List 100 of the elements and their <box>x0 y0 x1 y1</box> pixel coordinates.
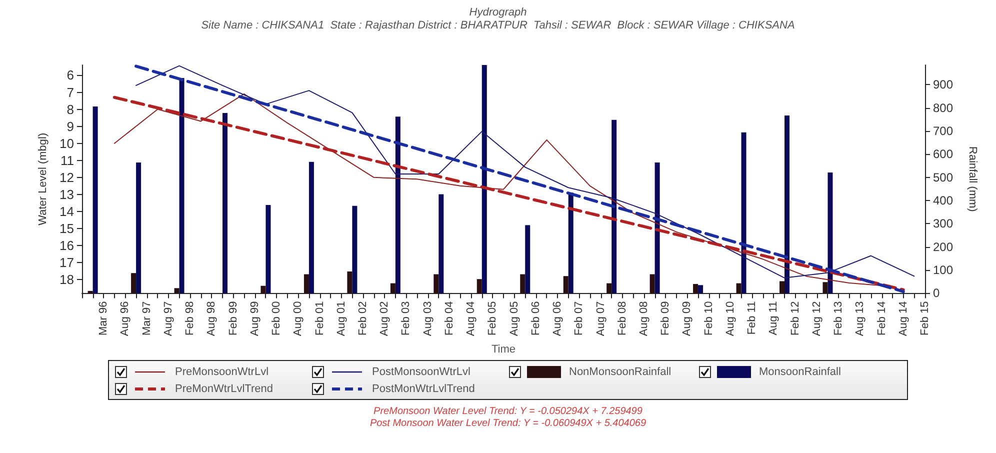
bar <box>698 285 704 294</box>
chart-title: Hydrograph <box>469 6 527 18</box>
x-tick-label: Feb 13 <box>832 301 845 336</box>
x-tick-label: Mar 96 <box>98 301 110 336</box>
bar <box>693 284 698 294</box>
x-tick-label: Aug 08 <box>638 301 650 336</box>
y-tick-label: 17 <box>60 255 74 270</box>
y-tick-label: 10 <box>60 136 74 151</box>
y2-axis-title: Rainfall (mm) <box>966 146 978 212</box>
bar <box>390 283 396 294</box>
bar <box>520 274 526 294</box>
x-tick-label: Aug 04 <box>465 301 478 336</box>
y2-tick-label: 400 <box>933 194 954 208</box>
y-tick-label: 11 <box>60 152 74 168</box>
x-tick-label: Feb 05 <box>486 301 499 336</box>
x-tick-label: Feb 10 <box>702 301 715 336</box>
y2-tick-label: 700 <box>933 124 954 138</box>
y-axis-title: Water Level (mbgl) <box>37 132 50 226</box>
x-tick-label: Aug 07 <box>594 301 607 336</box>
x-tick-label: Feb 09 <box>660 301 672 336</box>
legend-label: PostMonWtrLvlTrend <box>372 382 475 394</box>
bar <box>741 132 746 294</box>
y2-tick-label: 300 <box>933 216 954 231</box>
x-tick-label: Feb 15 <box>919 301 931 336</box>
bar <box>736 283 742 294</box>
legend-label: MonsoonRainfall <box>759 366 841 378</box>
y-tick-label: 6 <box>66 68 74 83</box>
y-tick-label: 15 <box>60 221 74 236</box>
y-tick-label: 8 <box>66 102 74 117</box>
x-tick-label: Feb 11 <box>746 301 758 335</box>
y-tick-label: 7 <box>66 84 74 100</box>
x-tick-label: Aug 02 <box>378 301 391 336</box>
x-tick-label: Aug 03 <box>422 301 434 336</box>
bar <box>482 65 487 294</box>
y-tick-label: 14 <box>60 204 74 219</box>
bar <box>92 106 98 294</box>
bar <box>434 274 439 294</box>
x-tick-label: Aug 99 <box>248 301 261 336</box>
y2-tick-label: 0 <box>933 286 940 300</box>
x-tick-label: Aug 01 <box>335 301 348 336</box>
bar <box>179 78 184 294</box>
legend-label: PreMonsoonWtrLvl <box>175 366 269 378</box>
x-tick-label: Aug 05 <box>508 301 520 336</box>
bar <box>136 162 142 294</box>
x-tick-label: Feb 07 <box>573 301 586 336</box>
y-tick-label: 9 <box>66 118 74 134</box>
legend-label: NonMonsoonRainfall <box>569 366 672 378</box>
y2-tick-label: 100 <box>933 263 954 278</box>
x-tick-label: Aug 14 <box>897 301 910 336</box>
x-tick-label: Feb 06 <box>530 301 542 336</box>
y2-tick-label: 600 <box>933 147 954 162</box>
x-tick-label: Aug 00 <box>292 301 304 336</box>
bar <box>606 283 612 294</box>
x-tick-label: Feb 98 <box>184 301 196 336</box>
bar <box>266 204 271 294</box>
text: Post Monsoon Water Level Trend: Y = -0.060949X + 5.404069 <box>368 418 648 430</box>
bar <box>568 192 574 294</box>
x-tick-label: Aug 96 <box>119 301 132 336</box>
bar <box>612 120 617 294</box>
x-tick-label: Aug 12 <box>810 301 823 336</box>
x-tick-label: Aug 13 <box>854 301 866 336</box>
x-tick-label: Feb 02 <box>357 301 369 336</box>
bar <box>563 276 568 294</box>
x-tick-label: Feb 04 <box>443 301 456 336</box>
x-tick-label: Feb 08 <box>616 301 628 336</box>
bar <box>352 206 358 294</box>
x-tick-label: Feb 03 <box>400 301 412 336</box>
bar <box>780 281 784 294</box>
bar <box>822 282 828 294</box>
chart-subtitle: Site Name : CHIKSANA1 State : Rajasthan District : BHARATPUR Tahsil : SEWAR Block : SEWAR Village : CHIKSANA <box>201 20 795 32</box>
x-tick-label: Aug 98 <box>206 301 218 336</box>
x-tick-label: Feb 01 <box>314 301 326 336</box>
x-tick-label: Aug 11 <box>768 301 780 336</box>
bar <box>476 279 482 294</box>
bar <box>174 288 180 294</box>
x-tick-label: Aug 06 <box>552 301 564 336</box>
bar <box>654 162 660 294</box>
legend-label: PreMonWtrLvlTrend <box>175 382 274 394</box>
y-tick-label: 16 <box>60 238 74 254</box>
x-tick-label: Mar 97 <box>140 301 153 336</box>
bar <box>650 274 655 294</box>
bar <box>395 116 400 294</box>
x-tick-label: Aug 09 <box>681 301 694 336</box>
x-tick-label: Aug 97 <box>162 301 174 336</box>
legend-label: PostMonsoonWtrLvl <box>372 366 470 378</box>
x-tick-label: Feb 14 <box>876 301 888 336</box>
bar <box>308 162 314 294</box>
y2-tick-label: 200 <box>933 240 954 254</box>
x-tick-label: Aug 10 <box>724 301 736 336</box>
text: PreMonsoon Water Level Trend: Y = -0.050294X + 7.259499 <box>372 406 644 418</box>
x-tick-label: Feb 12 <box>789 301 802 336</box>
y-tick-label: 12 <box>60 170 74 185</box>
bar <box>347 271 352 294</box>
y-tick-label: 13 <box>60 186 74 202</box>
bar <box>131 273 136 294</box>
bar <box>784 116 790 294</box>
y2-tick-label: 500 <box>933 170 954 184</box>
x-axis-title: Time <box>491 344 516 356</box>
y2-tick-label: 900 <box>933 78 954 92</box>
x-tick-label: Feb 99 <box>227 301 240 336</box>
